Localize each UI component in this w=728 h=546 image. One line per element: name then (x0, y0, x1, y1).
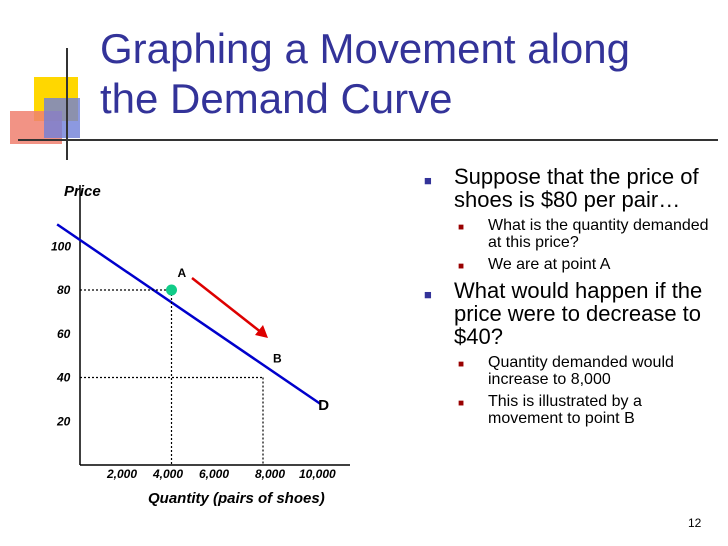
point-a-marker (166, 284, 177, 296)
bullet-1: ■ Suppose that the price of shoes is $80… (418, 165, 718, 211)
y-tick-label: 40 (56, 371, 71, 385)
bullet-2-text: What would happen if the price were to d… (454, 278, 703, 349)
demand-curve (56, 223, 321, 405)
square-bullet-icon: ■ (424, 173, 432, 188)
sub-bullet-1-2-text: We are at point A (488, 256, 611, 273)
x-tick-label: 8,000 (255, 467, 285, 481)
bullet-2: ■ What would happen if the price were to… (418, 279, 718, 348)
y-tick-label: 60 (57, 327, 71, 341)
sub-bullet-2-2-text: This is illustrated by a movement to poi… (488, 393, 642, 427)
x-tick-label: 10,000 (299, 467, 336, 481)
bullet-list: ■ Suppose that the price of shoes is $80… (418, 165, 718, 433)
point-a-label: A (178, 266, 187, 280)
title-underline (18, 139, 718, 141)
sub-bullet-1-1: ■ What is the quantity demanded at this … (418, 217, 718, 251)
x-tick-label: 4,000 (152, 467, 183, 481)
y-tick-label: 20 (56, 414, 71, 428)
square-bullet-icon: ■ (424, 287, 432, 302)
y-tick-label: 80 (57, 283, 71, 297)
sub-bullet-2-1-text: Quantity demanded would increase to 8,00… (488, 354, 674, 388)
sub-bullet-2-2: ■ This is illustrated by a movement to p… (418, 393, 718, 427)
bullet-1-text: Suppose that the price of shoes is $80 p… (454, 164, 699, 212)
decor-vertical-line (66, 48, 68, 160)
x-axis-label: Quantity (pairs of shoes) (148, 490, 325, 507)
point-b-label: B (273, 352, 282, 366)
demand-chart: Price Quantity (pairs of shoes) 20 40 60 80 10… (51, 183, 350, 507)
square-bullet-icon: ■ (458, 261, 465, 272)
x-tick-label: 6,000 (199, 467, 229, 481)
sub-bullet-1-2: ■ We are at point A (418, 256, 718, 273)
y-tick-label: 100 (51, 239, 71, 253)
demand-curve-label: D (318, 397, 329, 414)
square-bullet-icon: ■ (458, 359, 465, 370)
movement-arrow-line (191, 277, 263, 334)
sub-bullet-1-1-text: What is the quantity demanded at this pr… (488, 217, 709, 251)
square-bullet-icon: ■ (458, 398, 465, 409)
y-axis-label: Price (64, 183, 101, 200)
x-tick-label: 2,000 (106, 467, 137, 481)
square-bullet-icon: ■ (458, 222, 465, 233)
sub-bullet-2-1: ■ Quantity demanded would increase to 8,… (418, 354, 718, 388)
slide-title: Graphing a Movement along the Demand Cur… (100, 25, 630, 122)
decor-blue-square (44, 98, 80, 138)
movement-arrowhead-icon (255, 325, 268, 338)
page-number: 12 (688, 516, 702, 530)
